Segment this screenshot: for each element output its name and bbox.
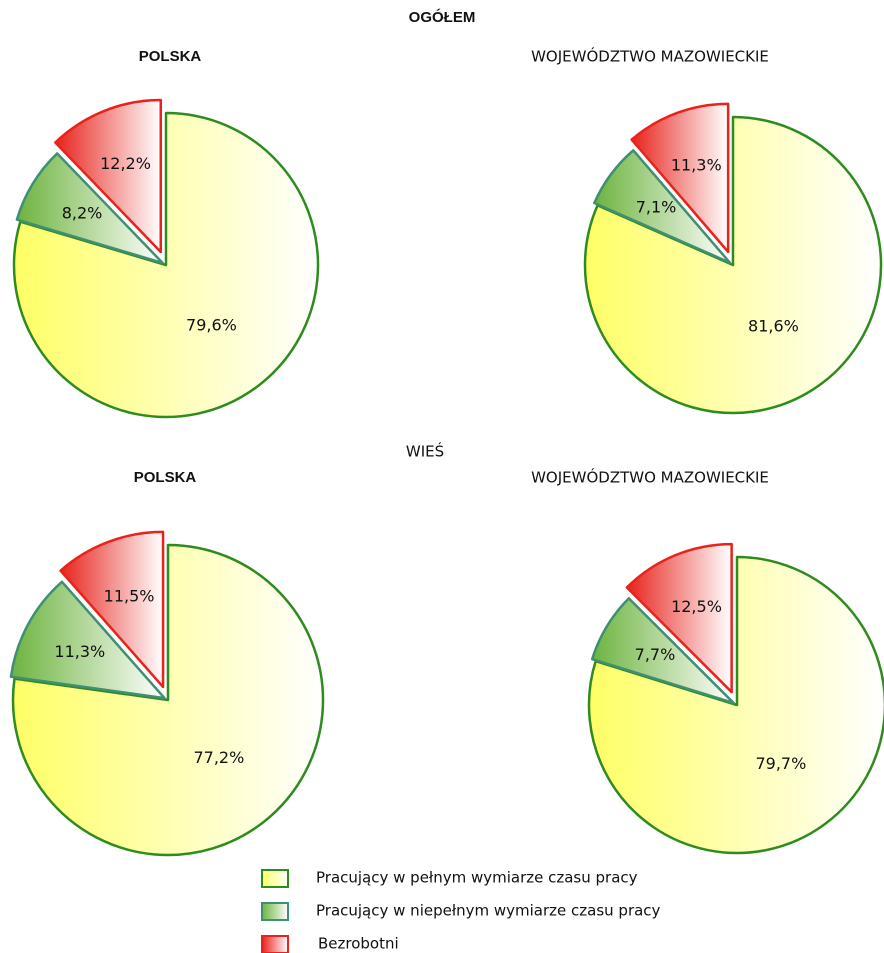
data-label: 79,6% (186, 315, 237, 334)
pie-slice (590, 597, 735, 705)
data-label: 79,7% (755, 754, 806, 773)
legend-label: Pracujący w niepełnym wymiarze czasu pra… (316, 902, 661, 920)
pie-slice (630, 102, 730, 254)
legend-label: Pracujący w pełnym wymiarze czasu pracy (316, 869, 638, 887)
data-label: 81,6% (748, 316, 799, 335)
data-label: 11,3% (671, 155, 722, 174)
data-label: 77,2% (193, 748, 244, 767)
chart-title: WOJEWÓDZTWO MAZOWIECKIE (531, 468, 769, 487)
legend-swatch (261, 902, 289, 921)
chart-title: POLSKA (139, 48, 202, 65)
section-title: WIEŚ (406, 442, 444, 461)
data-label: 11,3% (54, 642, 105, 661)
pie-slice (15, 152, 164, 265)
data-label: 12,5% (671, 597, 722, 616)
legend-swatch (261, 869, 289, 888)
section-title: OGÓŁEM (409, 8, 476, 26)
pie-slice (9, 580, 166, 700)
data-label: 12,2% (100, 154, 151, 173)
pie-slice (583, 115, 883, 415)
pie-slice (587, 555, 884, 855)
pie-slice (54, 98, 163, 254)
legend-swatch (261, 935, 289, 953)
pie-slice (59, 530, 165, 689)
pie-slice (12, 111, 320, 419)
chart-title: WOJEWÓDZTWO MAZOWIECKIE (531, 47, 769, 66)
pie-slice (11, 543, 325, 857)
pie-slice (625, 542, 733, 694)
chart-title: POLSKA (134, 469, 197, 486)
pie-slice (593, 149, 732, 264)
data-label: 7,1% (636, 197, 677, 216)
data-label: 8,2% (62, 203, 103, 222)
data-label: 7,7% (635, 645, 676, 664)
legend-label: Bezrobotni (318, 935, 399, 953)
data-label: 11,5% (104, 587, 155, 606)
